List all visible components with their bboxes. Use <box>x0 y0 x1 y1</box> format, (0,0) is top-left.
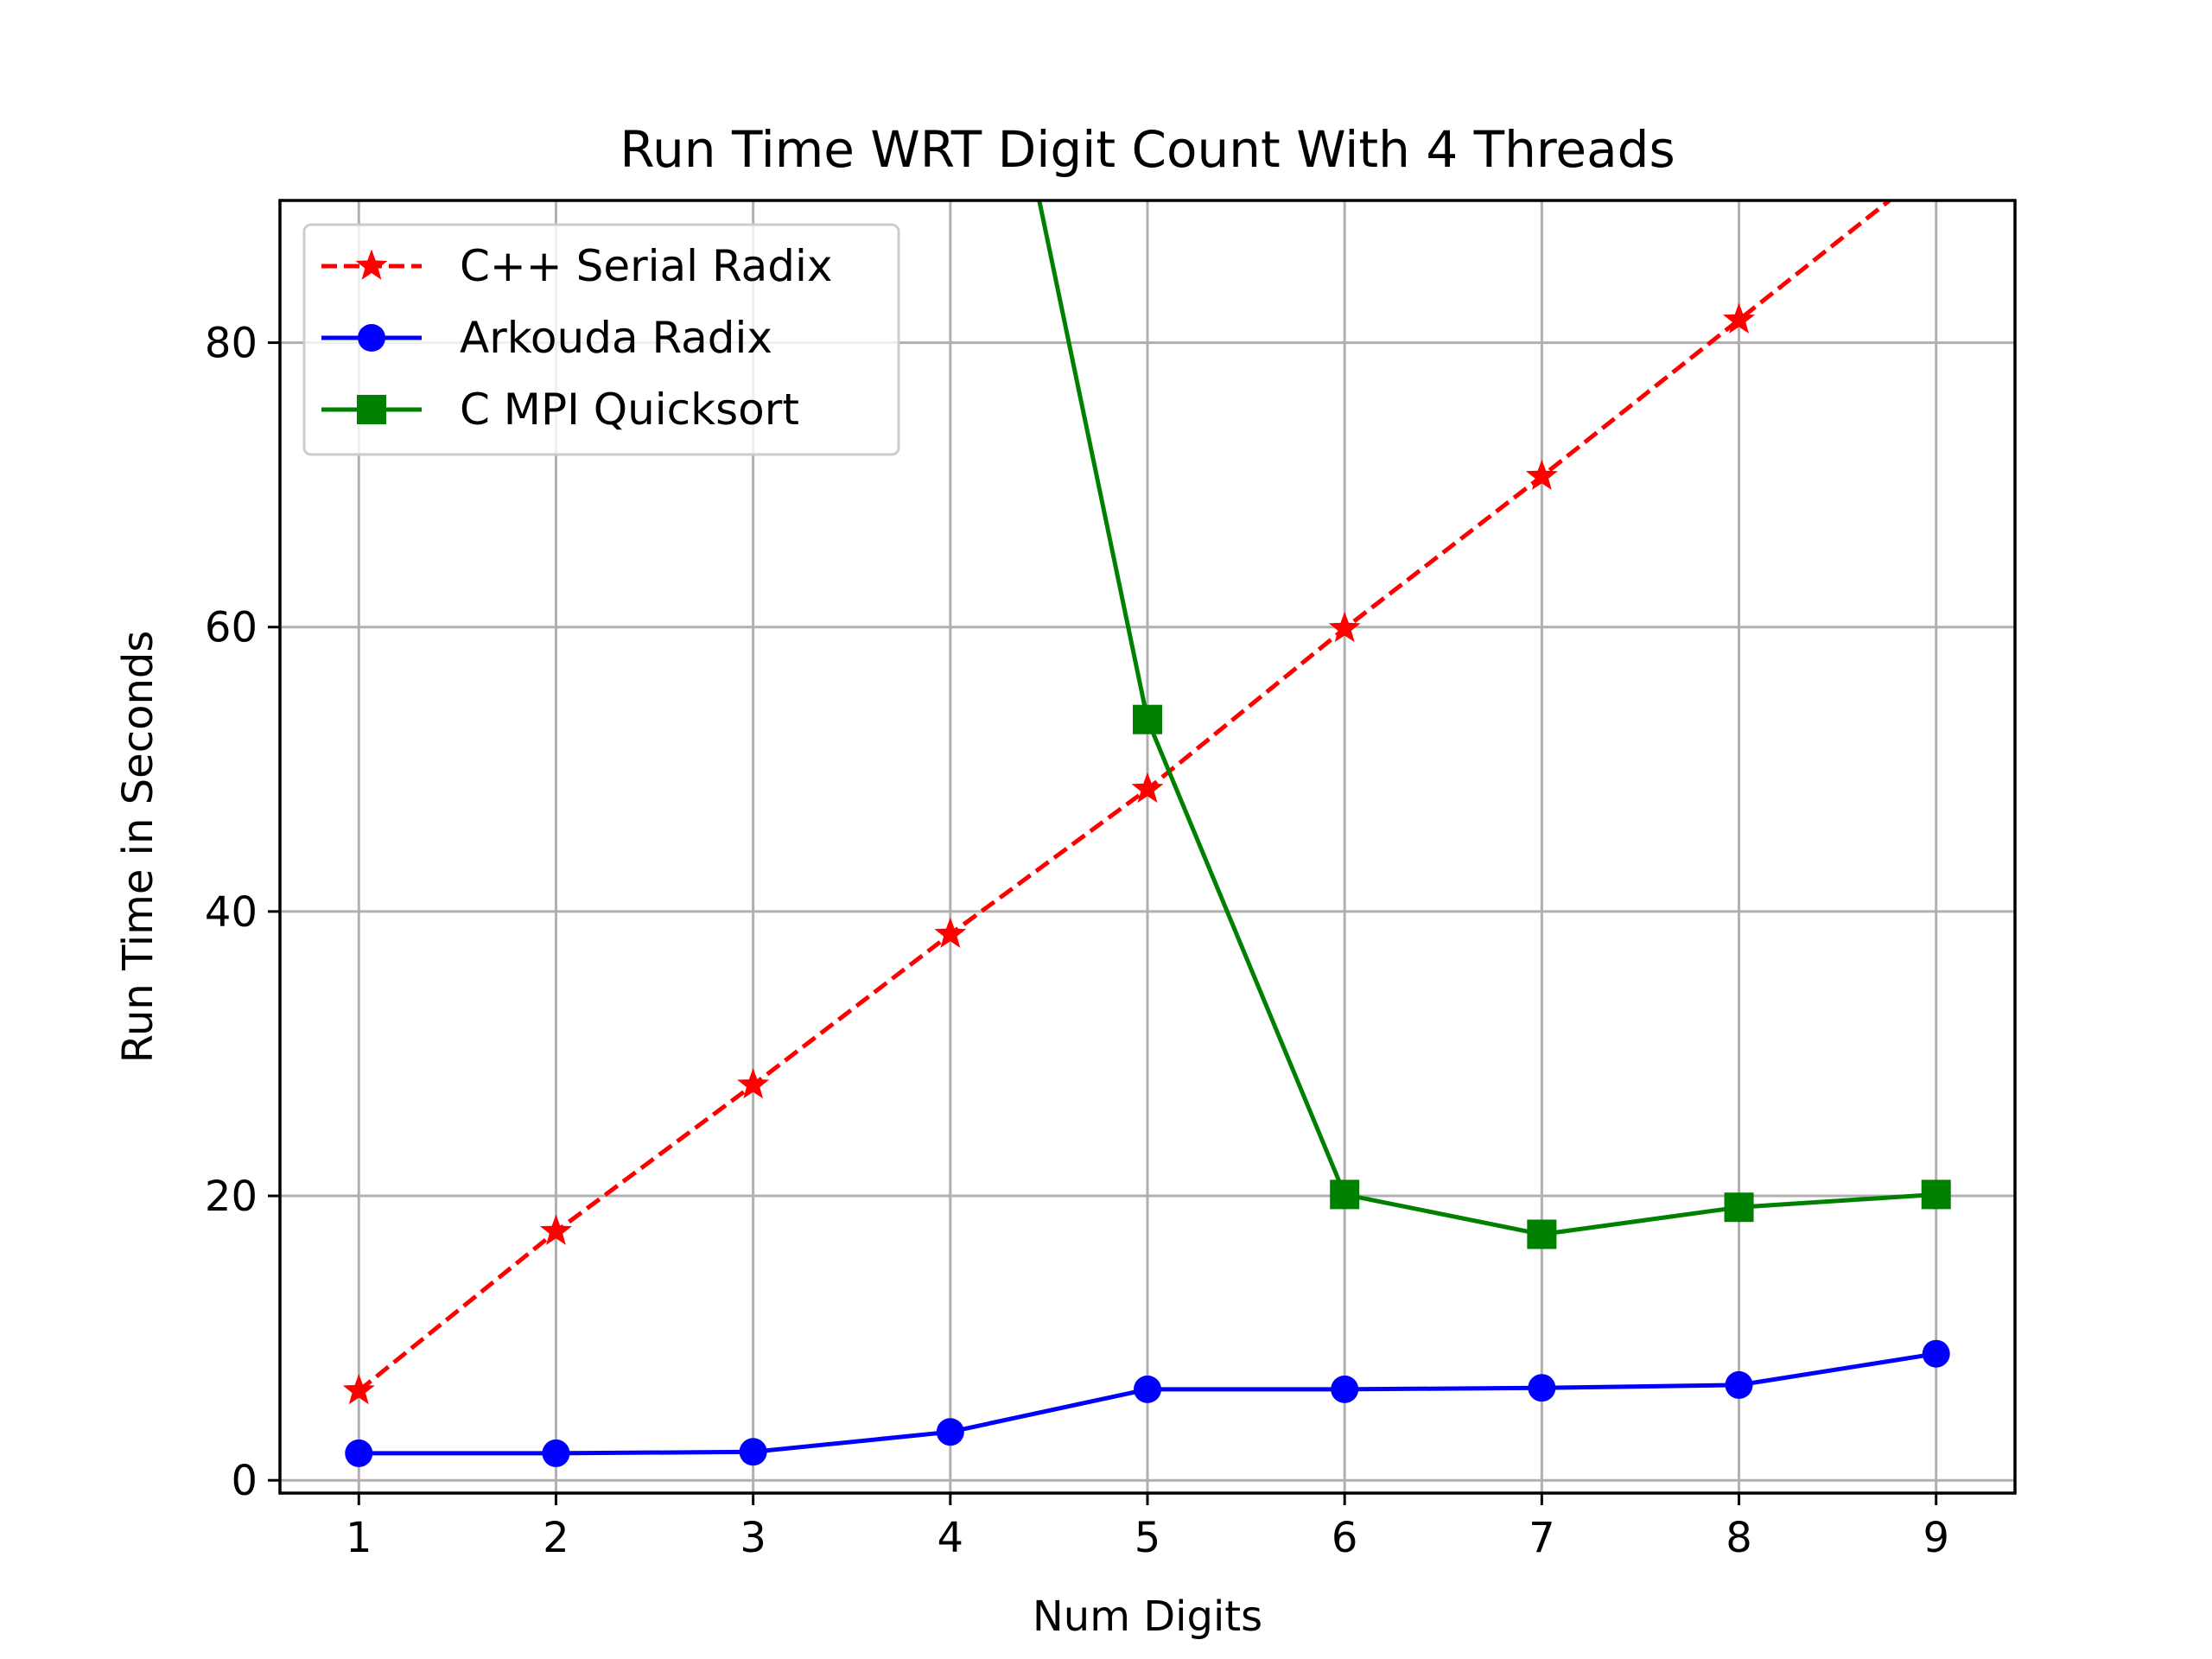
legend-marker-c-mpi-quicksort <box>357 395 386 424</box>
data-point-arkouda-radix <box>1922 1339 1950 1368</box>
data-point-arkouda-radix <box>1725 1370 1753 1399</box>
x-tick-label: 7 <box>1529 1514 1555 1562</box>
data-point-c-serial-radix <box>342 1374 375 1405</box>
data-point-arkouda-radix <box>1331 1375 1359 1403</box>
legend-box <box>302 223 900 456</box>
legend-marker-arkouda-radix <box>358 324 385 352</box>
y-tick-label: 80 <box>205 320 257 368</box>
series-c-mpi-quicksort <box>1037 200 1951 1249</box>
series-layer <box>342 200 1951 1467</box>
y-tick-label: 60 <box>205 604 257 652</box>
data-point-c-serial-radix <box>1525 459 1558 490</box>
legend-label-arkouda-radix: Arkouda Radix <box>460 313 772 363</box>
data-point-arkouda-radix <box>1134 1375 1161 1403</box>
legend-entry-arkouda-radix: Arkouda Radix <box>321 313 772 363</box>
legend-marker-c-serial-radix <box>355 249 388 280</box>
y-axis-label: Run Time in Seconds <box>114 631 162 1064</box>
x-tick-label: 5 <box>1135 1514 1161 1562</box>
data-point-c-serial-radix <box>934 917 967 948</box>
chart-title: Run Time WRT Digit Count With 4 Threads <box>620 120 1675 179</box>
legend: C++ Serial Radix Arkouda Radix C MPI Quick… <box>302 223 900 456</box>
x-axis-label: Num Digits <box>1033 1592 1262 1641</box>
x-tick-label: 9 <box>1923 1514 1949 1562</box>
x-tick-label: 6 <box>1332 1514 1358 1562</box>
series-arkouda-radix <box>345 1339 1950 1467</box>
x-tick-label: 2 <box>543 1514 569 1562</box>
series-line-c-mpi-quicksort <box>1037 200 1936 1236</box>
x-tick-label: 1 <box>346 1514 372 1562</box>
data-point-c-mpi-quicksort <box>1527 1219 1557 1249</box>
y-tick-label: 40 <box>205 888 257 937</box>
data-point-c-mpi-quicksort <box>1133 704 1162 734</box>
data-point-arkouda-radix <box>542 1439 570 1467</box>
x-tick-label: 3 <box>740 1514 766 1562</box>
data-point-arkouda-radix <box>1528 1374 1556 1402</box>
data-point-c-serial-radix <box>1723 302 1756 334</box>
y-tick-label: 20 <box>205 1173 257 1221</box>
data-point-arkouda-radix <box>739 1438 767 1466</box>
axis-ticks: 1 2 3 4 5 6 7 8 9 0 20 40 60 80 <box>205 320 1949 1562</box>
legend-label-c-mpi-quicksort: C MPI Quicksort <box>460 385 799 435</box>
legend-entry-c-serial-radix: C++ Serial Radix <box>321 241 832 291</box>
y-tick-label: 0 <box>231 1457 257 1505</box>
data-point-c-mpi-quicksort <box>1921 1179 1951 1210</box>
data-point-c-serial-radix <box>539 1214 572 1245</box>
x-tick-label: 8 <box>1726 1514 1752 1562</box>
legend-label-c-serial-radix: C++ Serial Radix <box>460 241 832 291</box>
data-point-arkouda-radix <box>936 1418 964 1446</box>
data-point-c-serial-radix <box>737 1068 770 1099</box>
data-point-c-serial-radix <box>1131 772 1164 804</box>
data-point-c-serial-radix <box>1328 611 1361 643</box>
legend-entry-c-mpi-quicksort: C MPI Quicksort <box>321 385 799 435</box>
x-tick-label: 4 <box>938 1514 964 1562</box>
series-c-serial-radix <box>342 200 1893 1405</box>
data-point-c-mpi-quicksort <box>1330 1179 1360 1210</box>
data-point-arkouda-radix <box>345 1439 373 1467</box>
data-point-c-mpi-quicksort <box>1724 1192 1754 1223</box>
